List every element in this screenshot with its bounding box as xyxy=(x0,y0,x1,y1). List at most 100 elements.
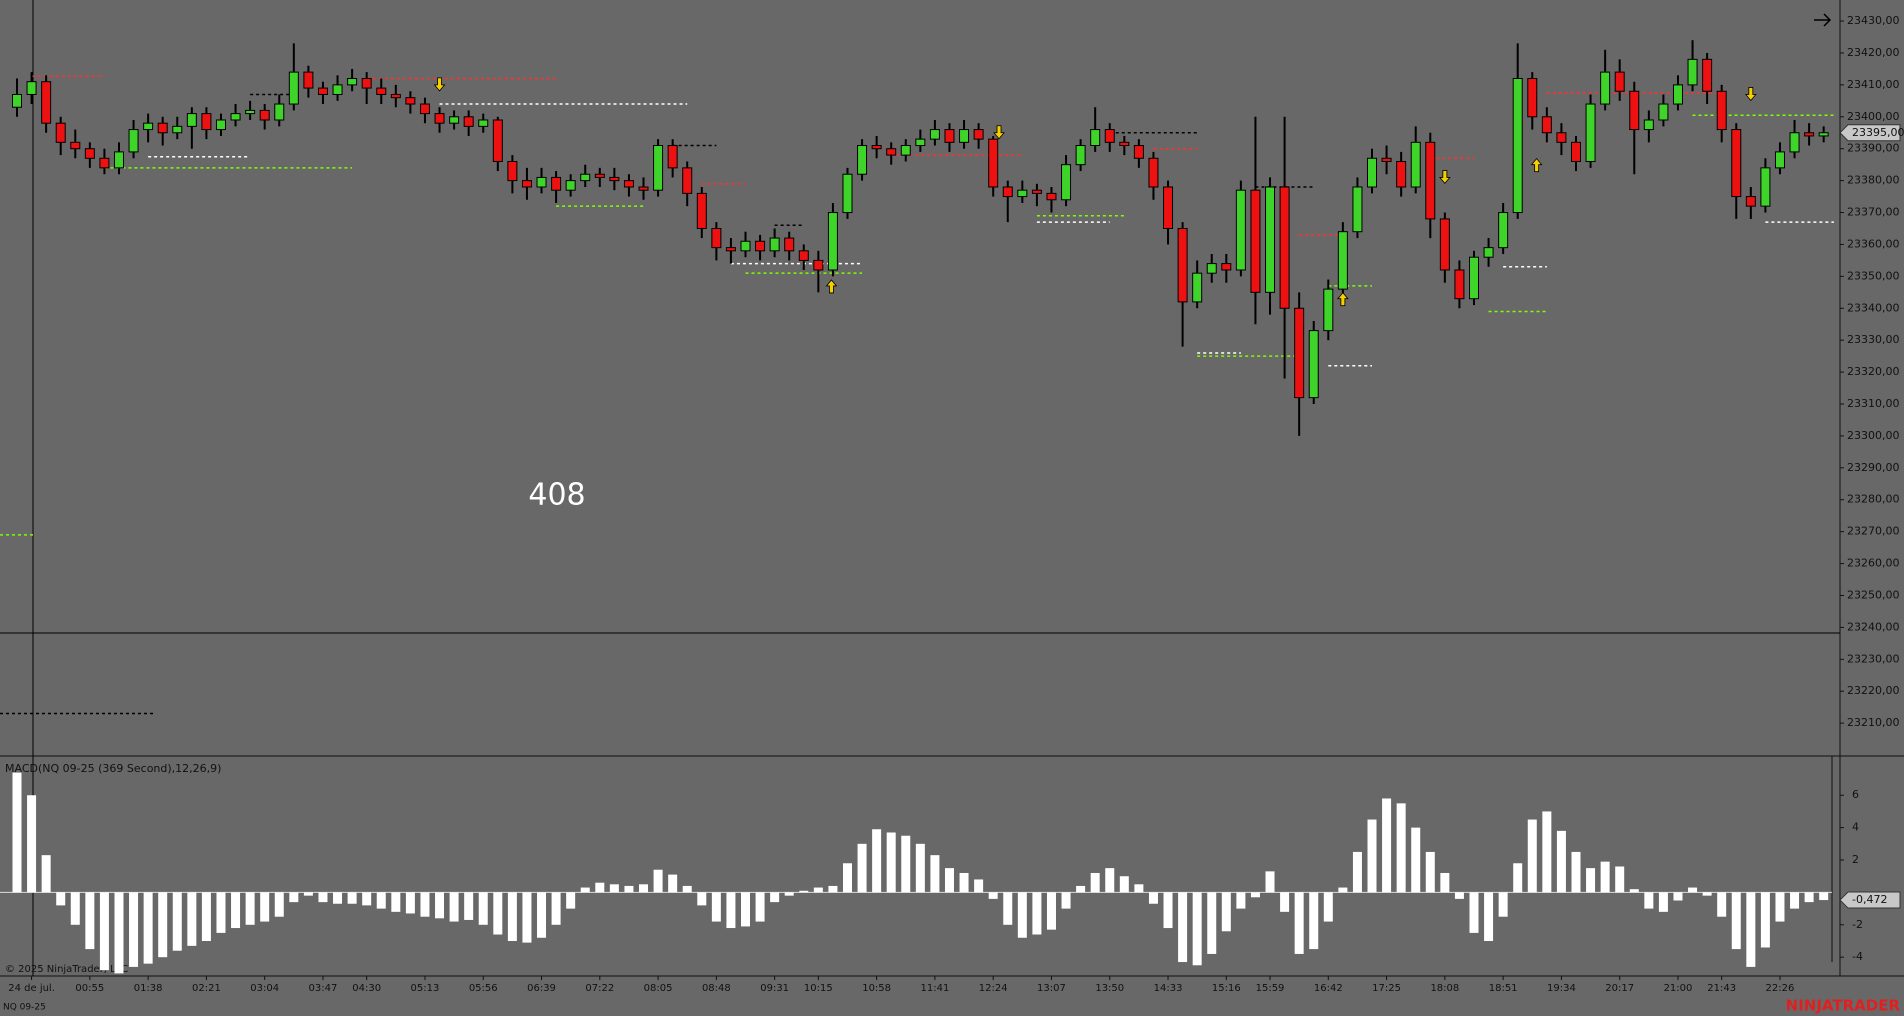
histogram-bar xyxy=(1411,827,1421,893)
histogram-bar xyxy=(1790,892,1800,909)
x-tick-label: 09:31 xyxy=(760,983,789,994)
candle-body xyxy=(1250,189,1261,293)
candle-body xyxy=(55,122,66,143)
histogram-bar xyxy=(391,892,401,912)
candle-body xyxy=(1643,119,1654,131)
histogram-bar xyxy=(1221,892,1231,932)
candle-body xyxy=(26,81,37,95)
candle-body xyxy=(12,93,22,108)
brand-label: NINJATRADER xyxy=(1786,997,1901,1015)
candle-body xyxy=(1046,192,1057,201)
x-tick-label: 14:33 xyxy=(1154,983,1183,994)
candle-body xyxy=(230,113,241,121)
candle-body xyxy=(1585,103,1596,162)
histogram-bar xyxy=(609,884,619,893)
candle-body xyxy=(521,180,532,188)
instrument-label: NQ 09-25 xyxy=(3,1003,46,1013)
candle-body xyxy=(1454,269,1465,300)
candle-body xyxy=(1221,263,1232,271)
macd-title: MACD(NQ 09-25 (369 Second),12,26,9) xyxy=(5,762,221,775)
candle-body xyxy=(813,259,824,271)
candle-body xyxy=(609,176,620,182)
histogram-bar xyxy=(1367,819,1377,893)
y-tick-label: 23380,00 xyxy=(1847,174,1900,187)
candle-body xyxy=(973,129,984,140)
histogram-bar xyxy=(799,890,809,893)
candle-body xyxy=(332,84,343,95)
histogram-bar xyxy=(435,892,445,919)
candle-body xyxy=(70,141,81,150)
x-tick-label: 20:17 xyxy=(1605,983,1634,994)
candle-body xyxy=(653,145,664,191)
x-tick-label: 03:04 xyxy=(250,983,279,994)
histogram-bar xyxy=(1148,892,1158,904)
histogram-bar xyxy=(245,892,255,925)
histogram-bar xyxy=(1236,892,1246,909)
candle-body xyxy=(405,97,416,105)
x-tick-label: 17:25 xyxy=(1372,983,1401,994)
candle-body xyxy=(769,237,780,252)
candle-body xyxy=(128,129,139,153)
histogram-bar xyxy=(988,892,998,899)
histogram-bar xyxy=(697,892,707,906)
histogram-bar xyxy=(1673,892,1683,901)
histogram-bar xyxy=(668,874,678,893)
candle-body xyxy=(390,93,401,99)
candle-body xyxy=(696,192,707,229)
candle-body xyxy=(215,119,226,131)
candle-body xyxy=(1498,212,1509,249)
last-value-label: 23395,00 xyxy=(1852,126,1904,139)
candle-body xyxy=(1235,189,1246,271)
candle-body xyxy=(959,129,970,143)
histogram-bar xyxy=(1644,892,1654,909)
candle-body xyxy=(1774,151,1785,169)
candle-body xyxy=(1002,186,1013,198)
candle-body xyxy=(594,173,605,178)
histogram-bar xyxy=(886,832,896,893)
histogram-bar xyxy=(828,885,838,893)
histogram-bar xyxy=(1542,811,1552,893)
histogram-bar xyxy=(842,863,852,893)
candle-body xyxy=(725,247,736,252)
histogram-bar xyxy=(770,892,780,903)
scroll-arrow-icon[interactable] xyxy=(1814,13,1832,27)
histogram-bar xyxy=(187,892,197,946)
last-value-box xyxy=(1839,124,1901,142)
y-tick-label: 23420,00 xyxy=(1847,46,1900,59)
x-tick-label: 08:48 xyxy=(702,983,731,994)
x-tick-label: 07:22 xyxy=(585,983,614,994)
candle-body xyxy=(303,71,314,89)
histogram-bar xyxy=(478,892,488,925)
histogram-bar xyxy=(1688,887,1698,893)
histogram-bar xyxy=(318,892,328,903)
candle-body xyxy=(1629,90,1640,131)
candle-body xyxy=(1672,84,1683,105)
x-tick-label: 21:43 xyxy=(1707,983,1736,994)
histogram-bar xyxy=(1513,863,1523,893)
candle-body xyxy=(740,240,751,252)
histogram-bar xyxy=(1600,861,1610,893)
x-tick-label: 24 de jul. xyxy=(8,983,55,994)
x-tick-label: 21:00 xyxy=(1664,983,1693,994)
histogram-bar xyxy=(1440,872,1450,893)
histogram-bar xyxy=(274,892,284,917)
histogram-bar xyxy=(901,835,911,893)
candle-body xyxy=(667,145,678,169)
candle-body xyxy=(1017,189,1028,198)
candle-body xyxy=(1163,186,1174,229)
histogram-bar xyxy=(653,869,663,893)
histogram-bar xyxy=(347,892,357,904)
histogram-bar xyxy=(872,829,882,893)
signal-arrow xyxy=(1439,170,1451,185)
histogram-bar xyxy=(755,892,765,922)
candle-body xyxy=(944,129,955,143)
candle-body xyxy=(1381,157,1392,162)
y-tick-label: 23430,00 xyxy=(1847,14,1900,27)
histogram-bar xyxy=(944,868,954,893)
candle-body xyxy=(1789,132,1800,153)
candle-body xyxy=(1687,58,1698,86)
histogram-bar xyxy=(1207,892,1217,954)
signal-arrow xyxy=(433,77,446,92)
